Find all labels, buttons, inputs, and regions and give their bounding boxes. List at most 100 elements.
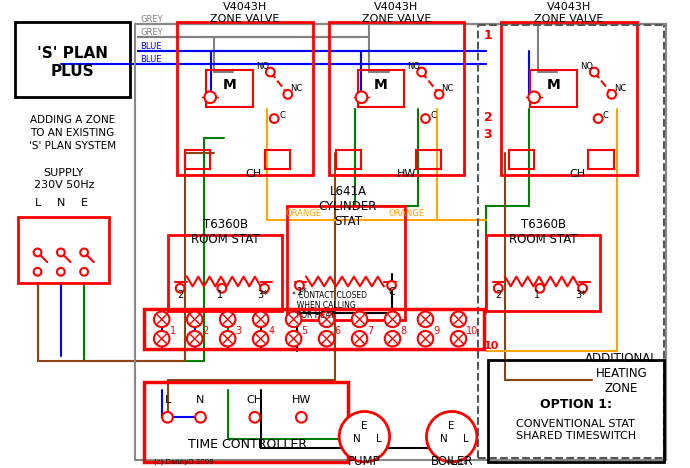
Text: 'S' PLAN
PLUS: 'S' PLAN PLUS: [37, 45, 108, 79]
Circle shape: [590, 68, 599, 76]
Bar: [185, 150, 210, 169]
Text: N: N: [353, 434, 360, 445]
Circle shape: [435, 90, 444, 99]
Circle shape: [417, 331, 433, 346]
Circle shape: [607, 90, 616, 99]
Circle shape: [250, 412, 260, 423]
Text: CH: CH: [247, 395, 263, 405]
Circle shape: [417, 312, 433, 327]
Text: 3: 3: [484, 128, 492, 141]
Circle shape: [352, 312, 367, 327]
Bar: [264, 150, 290, 169]
Text: (c) DannyO 2009: (c) DannyO 2009: [154, 459, 214, 465]
Text: NC: NC: [613, 84, 626, 94]
Bar: [287, 206, 405, 320]
Circle shape: [286, 312, 302, 327]
Bar: [486, 235, 600, 311]
Circle shape: [187, 331, 202, 346]
Circle shape: [421, 114, 430, 123]
Text: GREY: GREY: [140, 15, 163, 23]
Text: 4: 4: [268, 326, 275, 336]
Text: C: C: [388, 287, 395, 297]
Text: V4043H
ZONE VALVE: V4043H ZONE VALVE: [534, 2, 604, 23]
Circle shape: [57, 268, 65, 276]
Text: HW: HW: [292, 395, 311, 405]
Bar: [328, 22, 464, 175]
Text: 10: 10: [484, 341, 499, 351]
Text: M: M: [546, 79, 560, 93]
Circle shape: [154, 312, 170, 327]
Circle shape: [220, 312, 235, 327]
Text: 1: 1: [170, 326, 175, 336]
Text: NO: NO: [580, 62, 593, 71]
Text: L: L: [463, 434, 469, 445]
Text: C: C: [603, 110, 609, 120]
Bar: [416, 150, 441, 169]
Text: 9: 9: [433, 326, 440, 336]
Text: 5: 5: [302, 326, 308, 336]
Circle shape: [34, 268, 41, 276]
Bar: [336, 150, 362, 169]
Text: CH: CH: [569, 169, 585, 179]
Text: E: E: [448, 421, 455, 431]
Bar: [135, 23, 666, 460]
Text: 1: 1: [217, 290, 223, 300]
Text: 3: 3: [235, 326, 242, 336]
Circle shape: [266, 68, 275, 76]
Text: M: M: [374, 79, 388, 93]
Circle shape: [80, 268, 88, 276]
Circle shape: [385, 312, 400, 327]
Text: 2: 2: [484, 110, 493, 124]
Text: * CONTACT CLOSED
  WHEN CALLING
  FOR HEAT: * CONTACT CLOSED WHEN CALLING FOR HEAT: [292, 291, 366, 321]
Text: 6: 6: [335, 326, 340, 336]
Circle shape: [355, 91, 367, 103]
Text: Rev1a: Rev1a: [447, 459, 469, 465]
Circle shape: [578, 284, 587, 292]
Text: N: N: [197, 395, 205, 405]
Circle shape: [217, 284, 226, 292]
Circle shape: [535, 284, 544, 292]
Bar: [530, 70, 577, 107]
Text: HW: HW: [396, 169, 416, 179]
Text: 8: 8: [400, 326, 406, 336]
Text: NO: NO: [256, 62, 269, 71]
Text: L: L: [34, 198, 41, 208]
Bar: [488, 360, 664, 462]
Circle shape: [204, 91, 216, 103]
Text: E: E: [361, 421, 368, 431]
Circle shape: [80, 249, 88, 256]
Circle shape: [352, 331, 367, 346]
Bar: [177, 22, 313, 175]
Circle shape: [253, 331, 268, 346]
Circle shape: [284, 90, 292, 99]
Text: L: L: [164, 395, 170, 405]
Text: E: E: [81, 198, 88, 208]
Circle shape: [426, 411, 477, 462]
Circle shape: [154, 331, 170, 346]
Text: 1*: 1*: [297, 287, 307, 297]
Text: N: N: [57, 198, 65, 208]
Bar: [15, 22, 130, 97]
Text: C: C: [279, 110, 285, 120]
Circle shape: [385, 331, 400, 346]
Circle shape: [57, 249, 65, 256]
Circle shape: [451, 331, 466, 346]
Text: L: L: [376, 434, 382, 445]
Circle shape: [319, 312, 335, 327]
Bar: [144, 309, 484, 350]
Circle shape: [319, 331, 335, 346]
Text: 2: 2: [495, 290, 502, 300]
Text: V4043H
ZONE VALVE: V4043H ZONE VALVE: [210, 2, 280, 23]
Circle shape: [494, 284, 502, 292]
Text: BLUE: BLUE: [140, 55, 162, 64]
Bar: [18, 218, 109, 284]
Text: 1: 1: [484, 29, 493, 42]
Circle shape: [451, 312, 466, 327]
Text: ADDING A ZONE
TO AN EXISTING
'S' PLAN SYSTEM: ADDING A ZONE TO AN EXISTING 'S' PLAN SY…: [29, 115, 116, 151]
Text: V4043H
ZONE VALVE: V4043H ZONE VALVE: [362, 2, 431, 23]
Text: T6360B
ROOM STAT: T6360B ROOM STAT: [191, 218, 260, 246]
Circle shape: [286, 331, 302, 346]
Circle shape: [339, 411, 390, 462]
Text: ORANGE: ORANGE: [388, 209, 424, 218]
Text: 1: 1: [534, 290, 540, 300]
